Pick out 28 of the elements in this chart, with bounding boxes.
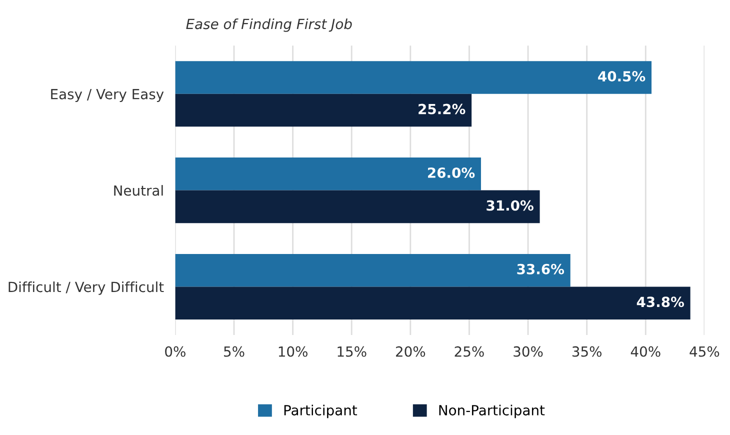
x-tick-label: 35%: [572, 346, 602, 357]
x-tick-label: 15%: [338, 346, 366, 357]
y-tick-label: Neutral: [114, 185, 163, 196]
bar: [175, 286, 690, 320]
x-tick-label: 10%: [278, 346, 308, 357]
bar: [175, 190, 540, 224]
bar: [175, 254, 570, 287]
legend-label: Non-Participant: [439, 404, 545, 418]
data-label: 40.5%: [598, 71, 646, 82]
chart-title: Ease of Finding First Job: [186, 18, 352, 32]
y-tick-label: Easy / Very Easy: [51, 89, 164, 102]
bar: [175, 158, 481, 190]
x-tick-label: 45%: [690, 346, 720, 357]
bar: [175, 94, 472, 127]
x-tick-label: 25%: [454, 346, 484, 357]
x-tick-label: 40%: [630, 346, 660, 357]
data-label: 25.2%: [418, 104, 466, 114]
legend-label: Participant: [284, 404, 358, 418]
data-label: 33.6%: [517, 264, 564, 274]
x-tick-label: 5%: [224, 346, 244, 357]
x-tick-label: 30%: [514, 346, 543, 357]
data-label: 26.0%: [428, 167, 475, 178]
y-tick-label: Difficult / Very Difficult: [8, 281, 164, 295]
x-tick-label: 20%: [396, 346, 426, 357]
data-label: 31.0%: [486, 200, 534, 211]
bar: [175, 61, 652, 94]
x-tick-label: 0%: [165, 346, 186, 357]
data-label: 43.8%: [636, 296, 684, 308]
